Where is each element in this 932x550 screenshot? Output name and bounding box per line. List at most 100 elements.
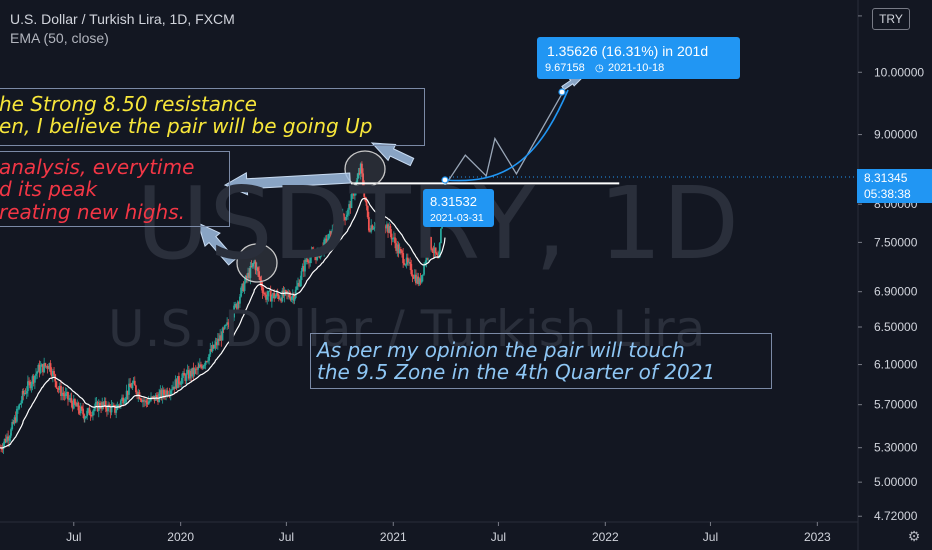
candle [155, 392, 158, 401]
candle [68, 395, 71, 402]
candle [233, 302, 236, 321]
candle [415, 269, 417, 286]
candle [412, 274, 415, 280]
candle [309, 252, 312, 267]
candle [324, 235, 327, 246]
candle [426, 251, 429, 261]
price-axis-label: 6.90000 [874, 285, 918, 299]
candle [403, 259, 406, 266]
candle [379, 213, 382, 224]
candle [88, 405, 91, 416]
time-axis-label: Jul [279, 530, 294, 544]
candle [23, 390, 26, 397]
candle [14, 411, 17, 424]
candle [240, 286, 242, 298]
indicator-legend[interactable]: EMA (50, close) [10, 30, 109, 46]
candle [268, 289, 271, 292]
candle [419, 272, 422, 286]
candle [117, 404, 120, 409]
candle [223, 324, 226, 331]
candle [184, 373, 187, 385]
candle [227, 318, 230, 330]
candle [162, 387, 165, 400]
candle [211, 341, 214, 353]
candle [341, 208, 344, 226]
peak-ellipse [236, 243, 278, 283]
candle [76, 399, 79, 407]
candle [319, 250, 322, 260]
measure-label: 1.35626 (16.31%) in 201d 9.67158 ◷ 2021-… [537, 37, 740, 79]
currency-badge[interactable]: TRY [872, 8, 910, 30]
candle [135, 384, 137, 395]
annotation-arrow [370, 142, 415, 167]
candle [413, 269, 416, 282]
time-axis-label: 2021 [380, 530, 407, 544]
candle [83, 415, 86, 423]
candle [312, 246, 315, 256]
candle [19, 402, 22, 405]
candle [44, 362, 47, 369]
last-price-value: 8.31345 [864, 171, 908, 185]
candle [347, 207, 349, 220]
candle [125, 384, 128, 405]
candle [243, 278, 246, 294]
candle [322, 242, 324, 254]
candle [350, 191, 353, 209]
candle [202, 364, 205, 370]
symbol-title[interactable]: U.S. Dollar / Turkish Lira, 1D, FXCM [10, 11, 235, 27]
candle [311, 246, 314, 255]
candle [225, 323, 227, 327]
candle [226, 317, 229, 330]
candle [234, 301, 237, 308]
candle [139, 397, 142, 403]
opinion-note-line-2: the 9.5 Zone in the 4th Quarter of 2021 [317, 360, 716, 385]
candle [239, 294, 241, 308]
candle [101, 397, 104, 411]
candle [25, 386, 28, 400]
candle [197, 361, 199, 375]
candle [370, 219, 373, 234]
candle [164, 389, 166, 400]
candle [236, 300, 239, 313]
candle [409, 257, 412, 271]
candle [60, 380, 62, 401]
candle [215, 338, 218, 349]
candle [267, 290, 270, 302]
candle [406, 253, 409, 266]
candlestick-series [0, 161, 446, 455]
candle [405, 253, 408, 269]
candle [115, 403, 118, 419]
candle [433, 242, 436, 259]
candle [81, 405, 83, 411]
point-label: 8.31532 2021-03-31 [423, 189, 494, 227]
candle [394, 232, 396, 249]
candle [302, 260, 305, 278]
candle [122, 394, 125, 407]
candle [315, 255, 317, 264]
candle [4, 434, 7, 443]
candle [219, 329, 222, 341]
candle [251, 263, 254, 269]
candle [258, 266, 260, 280]
candle [31, 374, 34, 391]
candle [359, 162, 362, 180]
gear-icon[interactable]: ⚙ [907, 529, 921, 545]
candle [248, 268, 251, 280]
candle [276, 288, 279, 299]
candle [70, 392, 73, 408]
candle [300, 268, 303, 287]
candle [279, 294, 281, 300]
candle [376, 216, 378, 228]
candle [37, 363, 40, 372]
candle [118, 403, 121, 409]
candle [408, 258, 410, 266]
candle [144, 398, 147, 407]
candle [190, 368, 193, 383]
candle [67, 391, 69, 406]
candle [99, 400, 101, 410]
candle [241, 283, 244, 294]
candle [169, 388, 172, 401]
candle [357, 167, 360, 179]
candle [232, 315, 234, 325]
time-axis-label: Jul [66, 530, 81, 544]
